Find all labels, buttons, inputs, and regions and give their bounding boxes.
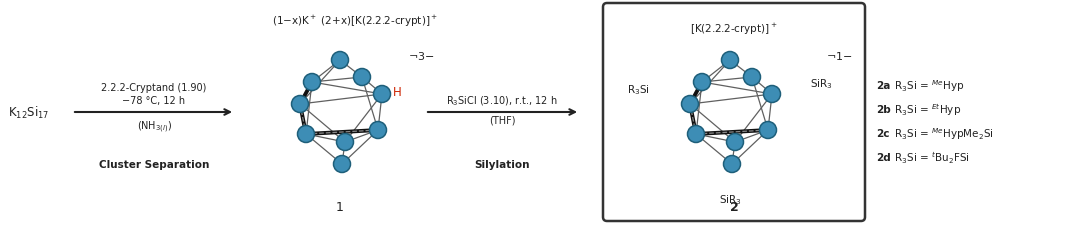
Text: 2b: 2b	[876, 105, 891, 115]
Text: (THF): (THF)	[489, 115, 515, 126]
Circle shape	[297, 126, 314, 143]
Text: SiR$_3$: SiR$_3$	[718, 192, 742, 206]
Circle shape	[743, 69, 760, 86]
Text: [K(2.2.2-crypt)]$^+$: [K(2.2.2-crypt)]$^+$	[690, 22, 778, 37]
Text: 2.2.2-Cryptand (1.90): 2.2.2-Cryptand (1.90)	[102, 83, 206, 93]
Circle shape	[764, 86, 781, 103]
Text: SiR$_3$: SiR$_3$	[810, 77, 833, 90]
Text: R$_3$Si = $^{Et}$Hyp: R$_3$Si = $^{Et}$Hyp	[891, 102, 961, 117]
Text: R$_3$Si: R$_3$Si	[627, 83, 650, 97]
Circle shape	[681, 96, 699, 113]
Text: K$_{12}$Si$_{17}$: K$_{12}$Si$_{17}$	[8, 104, 50, 121]
Circle shape	[374, 86, 391, 103]
Circle shape	[369, 122, 387, 139]
Circle shape	[353, 69, 370, 86]
FancyBboxPatch shape	[603, 4, 865, 221]
Text: R$_3$Si = $^{Me}$HypMe$_2$Si: R$_3$Si = $^{Me}$HypMe$_2$Si	[891, 126, 994, 141]
Text: 1: 1	[336, 201, 343, 214]
Text: (NH$_{3(l)}$): (NH$_{3(l)}$)	[136, 119, 172, 134]
Circle shape	[337, 134, 353, 151]
Text: Silylation: Silylation	[474, 159, 530, 169]
Text: 2d: 2d	[876, 152, 891, 162]
Text: −78 °C, 12 h: −78 °C, 12 h	[122, 96, 186, 106]
Text: H: H	[393, 85, 402, 98]
Text: R$_3$Si = $^{Me}$Hyp: R$_3$Si = $^{Me}$Hyp	[891, 78, 964, 93]
Circle shape	[724, 156, 741, 173]
Circle shape	[303, 74, 321, 91]
Circle shape	[292, 96, 309, 113]
Circle shape	[688, 126, 704, 143]
Text: (1$-$x)K$^+$ (2+x)[K(2.2.2-crypt)]$^+$: (1$-$x)K$^+$ (2+x)[K(2.2.2-crypt)]$^+$	[272, 14, 438, 29]
Text: $\neg$1$-$: $\neg$1$-$	[826, 50, 852, 62]
Text: $\neg$3$-$: $\neg$3$-$	[408, 50, 434, 62]
Circle shape	[334, 156, 351, 173]
Circle shape	[727, 134, 743, 151]
Text: R$_3$Si = $^{t}$Bu$_2$FSi: R$_3$Si = $^{t}$Bu$_2$FSi	[891, 150, 970, 165]
Circle shape	[759, 122, 777, 139]
Text: 2: 2	[730, 201, 739, 214]
Circle shape	[332, 52, 349, 69]
Text: Cluster Separation: Cluster Separation	[98, 159, 210, 169]
Text: 2c: 2c	[876, 128, 890, 138]
Circle shape	[693, 74, 711, 91]
Text: R$_3$SiCl (3.10), r.t., 12 h: R$_3$SiCl (3.10), r.t., 12 h	[446, 94, 558, 107]
Text: 2a: 2a	[876, 81, 890, 91]
Circle shape	[721, 52, 739, 69]
